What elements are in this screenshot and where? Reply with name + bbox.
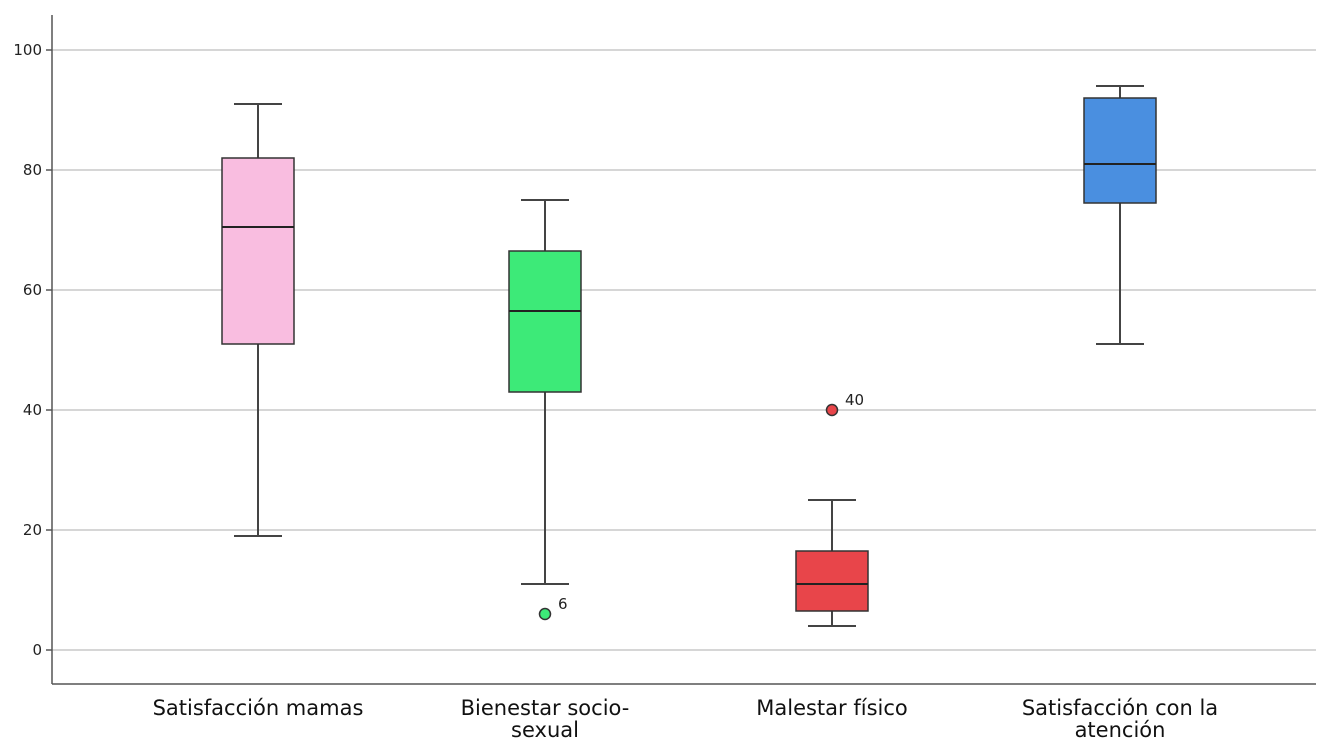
category-label: atención <box>1075 718 1166 742</box>
outlier-point <box>538 607 552 621</box>
iqr-box <box>221 157 295 345</box>
box-group <box>221 103 295 537</box>
outlier-label: 40 <box>845 391 864 409</box>
outlier-label: 6 <box>558 595 568 613</box>
y-tick-label: 100 <box>13 41 42 59</box>
iqr-box <box>1083 97 1157 204</box>
y-tick-label: 40 <box>23 401 42 419</box>
category-labels: Satisfacción mamas Bienestar socio-sexual… <box>153 696 1219 742</box>
box-group: 40 <box>795 391 869 627</box>
iqr-box <box>508 250 582 393</box>
category-label: Satisfacción mamas <box>153 696 364 720</box>
box-group: 6 <box>508 199 582 621</box>
axes <box>46 15 1316 685</box>
category-label: Satisfacción con la <box>1022 696 1218 720</box>
outlier-point <box>825 403 839 417</box>
y-tick-labels: 0 20 40 60 80 100 <box>13 41 42 659</box>
category-label: Bienestar socio- <box>461 696 630 720</box>
box-group <box>1083 85 1157 345</box>
category-label: sexual <box>511 718 579 742</box>
y-tick-label: 20 <box>23 521 42 539</box>
y-tick-label: 0 <box>32 641 42 659</box>
y-tick-label: 60 <box>23 281 42 299</box>
boxes: 6 40 <box>221 85 1157 627</box>
y-tick-label: 80 <box>23 161 42 179</box>
iqr-box <box>795 550 869 612</box>
category-label: Malestar físico <box>756 696 908 720</box>
